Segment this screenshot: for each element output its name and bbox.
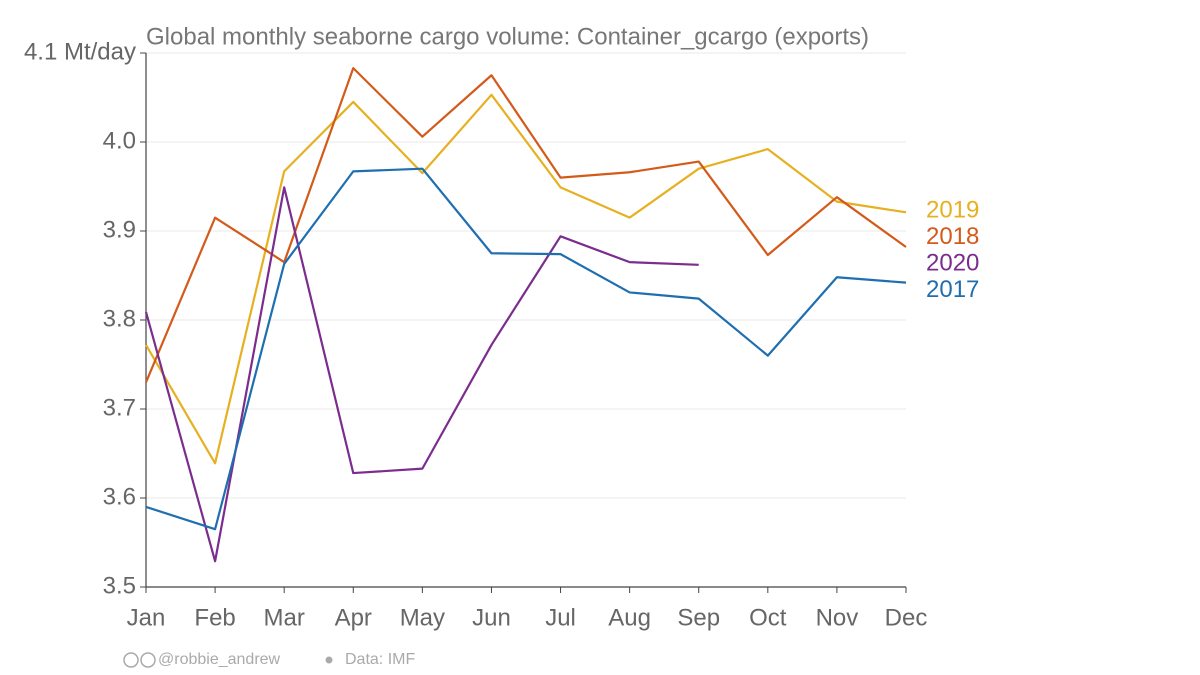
x-tick-label: Dec: [885, 604, 928, 631]
legend-label: 2018: [926, 223, 979, 250]
line: [144, 67, 907, 383]
separator: [325, 656, 333, 664]
y-tick-label: 3.9: [103, 216, 136, 243]
y-tick-label: 3.7: [103, 394, 136, 421]
x-tick-label: Oct: [749, 604, 787, 631]
line: [145, 93, 907, 465]
x-tick-label: Apr: [335, 604, 372, 631]
y-tick-label: 4.0: [103, 127, 136, 154]
x-tick-label: Aug: [608, 604, 651, 631]
y-tick-label: 4.1 Mt/day: [24, 38, 136, 65]
legend-label: 2019: [926, 196, 979, 223]
x-tick-label: Jul: [545, 604, 576, 631]
credit: @robbie_andrew: [158, 651, 281, 668]
legend-label: 2020: [926, 249, 979, 276]
x-tick-label: Sep: [677, 604, 720, 631]
legend-label: 2017: [926, 276, 979, 303]
x-tick-label: Mar: [264, 604, 305, 631]
x-tick-label: Jan: [127, 604, 166, 631]
x-tick-label: Feb: [194, 604, 235, 631]
y-tick-label: 3.6: [103, 483, 136, 510]
x-tick-label: May: [400, 604, 445, 631]
y-tick-label: 3.8: [103, 305, 136, 332]
x-tick-label: Nov: [816, 604, 859, 631]
cc-icons: [123, 652, 156, 668]
x-tick-label: Jun: [472, 604, 511, 631]
source: Data: IMF: [345, 651, 415, 668]
line: [145, 167, 907, 531]
line: [144, 186, 699, 563]
chart-title: Global monthly seaborne cargo volume: Co…: [146, 23, 869, 50]
y-tick-label: 3.5: [103, 572, 136, 599]
